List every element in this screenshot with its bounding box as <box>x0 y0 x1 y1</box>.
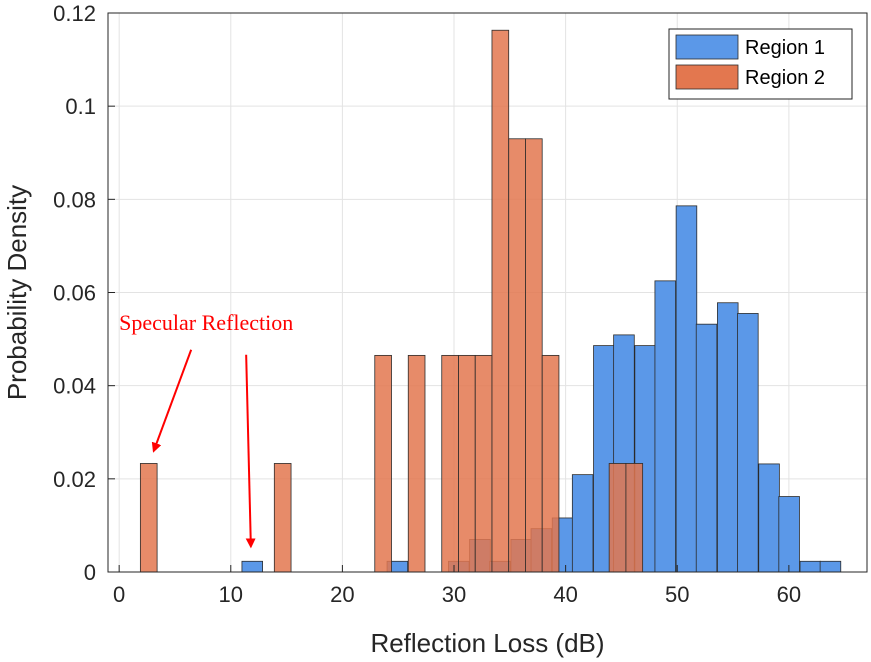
x-tick-label: 0 <box>113 582 125 607</box>
histogram-bar <box>407 354 426 573</box>
legend-swatch <box>675 64 739 90</box>
x-tick-label: 20 <box>330 582 354 607</box>
x-tick-label: 40 <box>553 582 577 607</box>
legend-swatch <box>675 34 739 60</box>
x-axis-title: Reflection Loss (dB) <box>370 628 604 658</box>
series-2 <box>139 29 644 573</box>
histogram-bar <box>717 302 739 573</box>
annotation-arrow <box>151 349 193 453</box>
y-tick-label: 0.06 <box>53 281 96 306</box>
y-tick-label: 0 <box>84 560 96 585</box>
x-tick-label: 30 <box>442 582 466 607</box>
bars <box>139 29 842 573</box>
legend-label: Region 1 <box>745 37 825 59</box>
histogram-bar <box>139 463 158 573</box>
x-tick-label: 50 <box>665 582 689 607</box>
histogram-bar <box>241 560 263 573</box>
legend: Region 1 Region 2 <box>668 28 853 100</box>
annotation-arrow <box>245 354 256 549</box>
histogram-bar <box>474 354 493 573</box>
x-tick-label: 10 <box>219 582 243 607</box>
histogram-bar <box>441 354 459 573</box>
histogram-bar <box>458 354 476 573</box>
histogram-bar <box>737 313 759 573</box>
histogram-bar <box>541 354 560 573</box>
histogram-bar <box>508 138 526 573</box>
annotation-text: Specular Reflection <box>119 310 293 335</box>
histogram-bar <box>273 463 292 573</box>
histogram-bar <box>525 138 543 573</box>
histogram-bar <box>654 280 676 573</box>
x-tick-label: 60 <box>777 582 801 607</box>
histogram-bar <box>758 463 780 573</box>
histogram-bar <box>374 354 392 573</box>
histogram-bar <box>799 560 822 573</box>
y-axis-title: Probability Density <box>2 185 32 400</box>
y-tick-label: 0.02 <box>53 467 96 492</box>
histogram-bar <box>625 463 644 573</box>
y-tick-label: 0.04 <box>53 374 96 399</box>
y-tick-label: 0.12 <box>53 1 96 26</box>
histogram-bar <box>608 463 627 573</box>
histogram-bar <box>695 323 718 573</box>
y-tick-label: 0.08 <box>53 187 96 212</box>
histogram-bar <box>491 29 510 573</box>
histogram-bar <box>675 205 698 573</box>
histogram-bar <box>571 474 594 573</box>
histogram-bar <box>778 496 800 573</box>
legend-label: Region 2 <box>745 67 825 89</box>
axis-ticks: 0 10 20 30 40 50 60 0 0.02 0.04 0.06 0.08 0.1 0.12 <box>53 1 801 607</box>
annotation: Specular Reflection <box>119 310 293 549</box>
y-tick-label: 0.1 <box>65 94 96 119</box>
histogram-bar <box>819 560 842 573</box>
